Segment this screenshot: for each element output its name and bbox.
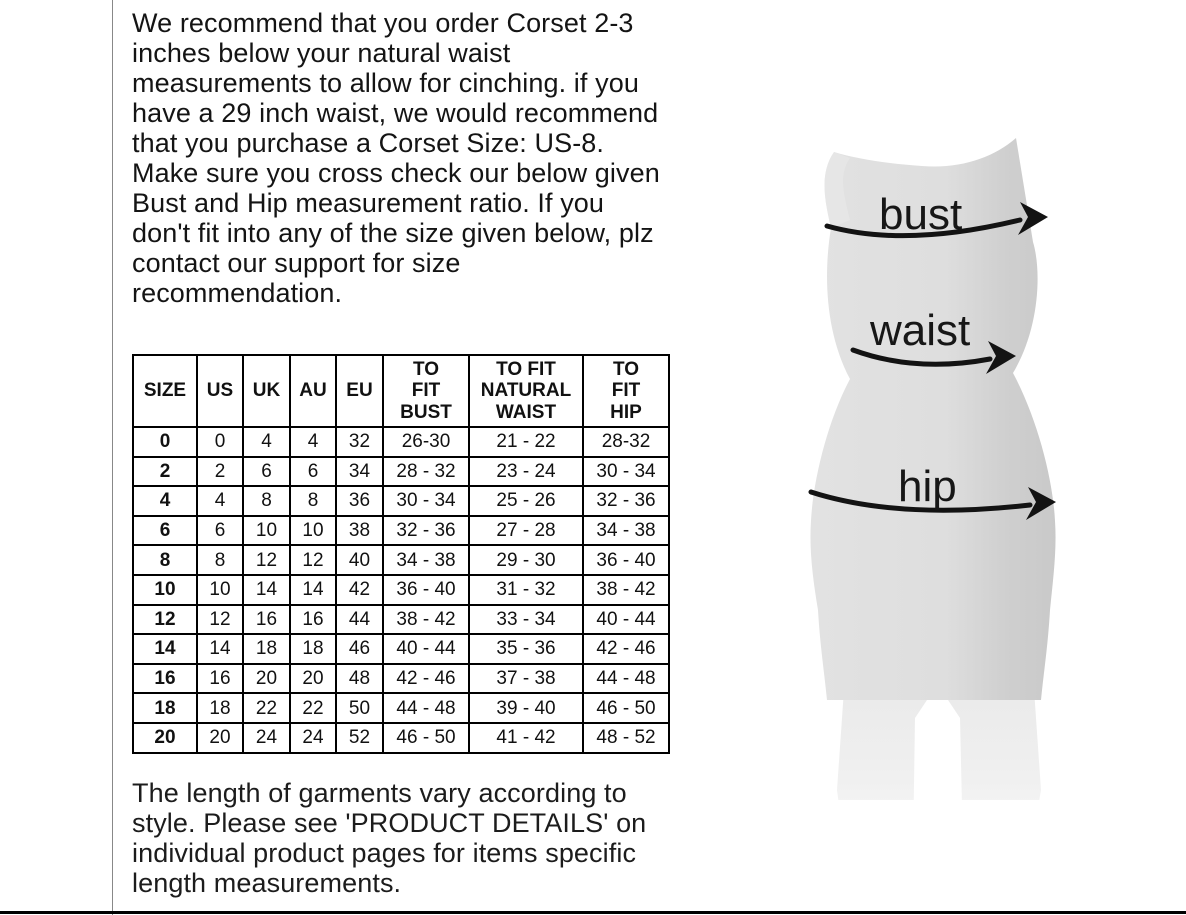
svg-text:waist: waist <box>869 306 970 355</box>
svg-text:hip: hip <box>898 462 957 511</box>
svg-text:bust: bust <box>879 190 962 239</box>
